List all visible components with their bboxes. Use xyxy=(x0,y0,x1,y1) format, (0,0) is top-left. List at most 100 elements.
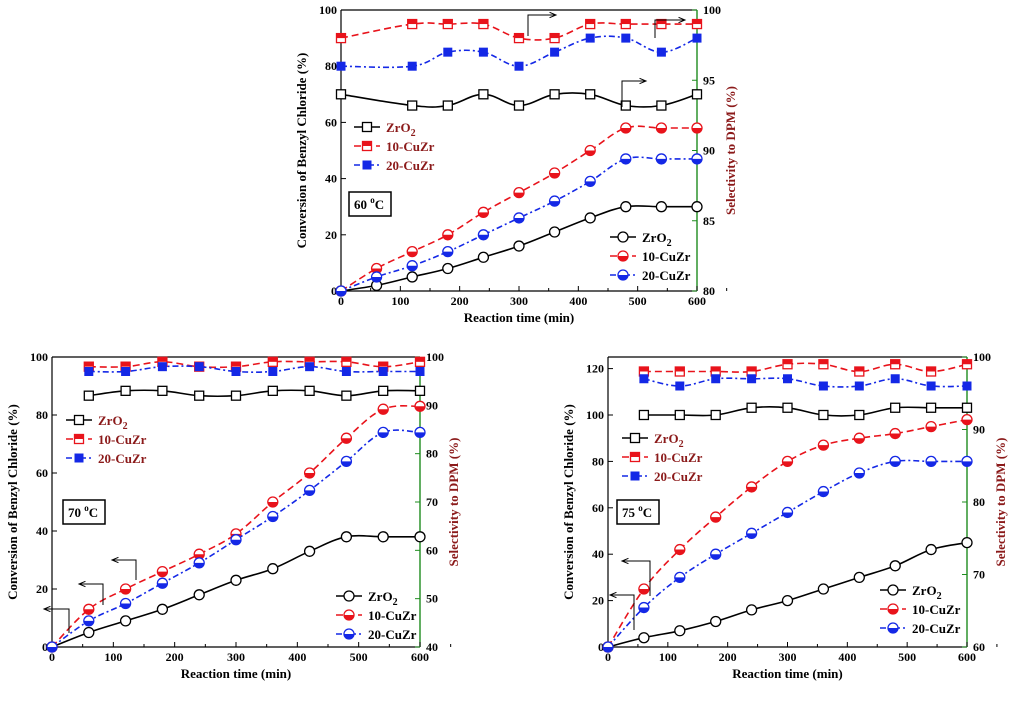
conversion-point xyxy=(691,201,703,213)
conversion-point xyxy=(961,413,973,426)
conversion-point xyxy=(442,229,454,241)
legend-circle-marker-fill xyxy=(888,628,898,633)
conversion-line xyxy=(51,405,421,648)
y2-tick-label: 70 xyxy=(973,568,985,582)
conversion-point xyxy=(303,545,316,557)
legend-square-marker xyxy=(74,453,84,463)
selectivity-point xyxy=(926,381,936,391)
conversion-series-1 xyxy=(46,400,426,653)
y-axis-title: Conversion of Benzyl Chloride (%) xyxy=(5,404,20,600)
conversion-point-fill xyxy=(231,539,241,545)
x-tick-label: 100 xyxy=(391,294,409,308)
selectivity-point xyxy=(157,385,168,396)
selectivity-point xyxy=(378,367,388,376)
conversion-point xyxy=(691,153,703,165)
selectivity-series-1 xyxy=(335,18,703,44)
conversion-point xyxy=(745,604,758,616)
legend-subscript: 2 xyxy=(937,591,942,602)
legend-label: 10-CuZr xyxy=(642,249,691,264)
legend-square-marker xyxy=(361,140,373,152)
legend-label-text: 10-CuZr xyxy=(642,249,691,264)
legend-square-marker-fill xyxy=(630,452,640,457)
conversion-point xyxy=(377,403,389,415)
conversion-point xyxy=(335,285,347,297)
axis-pointer-arrow xyxy=(44,608,70,633)
y-tick-label: 80 xyxy=(592,454,604,468)
selectivity-point xyxy=(83,390,94,401)
conversion-point xyxy=(925,543,937,556)
conversion-point-fill xyxy=(692,128,702,134)
conversion-point xyxy=(83,615,95,627)
y2-tick-label: 70 xyxy=(426,495,438,509)
conversion-point xyxy=(781,455,794,468)
conversion-point-fill xyxy=(378,432,389,438)
legend-circle-marker xyxy=(343,609,355,621)
conversion-line xyxy=(607,459,967,648)
conversion-point-fill xyxy=(620,158,631,164)
legend-circle-marker xyxy=(343,590,355,602)
x-tick-label: 600 xyxy=(958,650,976,664)
temperature-unit: C xyxy=(643,505,652,520)
axis-pointer-arrow xyxy=(527,14,556,36)
x-tick-label: 400 xyxy=(838,650,856,664)
selectivity-point xyxy=(478,47,488,57)
conversion-point xyxy=(193,557,205,569)
selectivity-point xyxy=(890,402,901,413)
y-axis-title: Conversion of Benzyl Chloride (%) xyxy=(294,53,309,249)
selectivity-point xyxy=(692,33,702,43)
conversion-point-fill xyxy=(782,461,793,467)
conversion-point xyxy=(853,571,865,584)
selectivity-point-fill xyxy=(656,19,666,25)
legend-label-text: 10-CuZr xyxy=(98,432,147,447)
x-tick-label: 200 xyxy=(166,650,184,664)
conversion-series-2 xyxy=(46,426,426,653)
x-tick-label: 300 xyxy=(510,294,528,308)
conversion-point xyxy=(156,577,169,589)
selectivity-line xyxy=(88,360,421,369)
selectivity-point xyxy=(747,374,757,384)
conversion-point xyxy=(817,485,830,498)
conversion-point-fill xyxy=(157,583,168,589)
conversion-point xyxy=(620,122,632,134)
conversion-point xyxy=(674,625,686,637)
legend-square-marker xyxy=(629,451,641,463)
conversion-point xyxy=(710,615,722,628)
conversion-point xyxy=(638,583,650,595)
conversion-point-fill xyxy=(442,251,453,257)
conversion-point-fill xyxy=(442,234,453,240)
x-tick-label: 300 xyxy=(227,650,245,664)
conversion-point xyxy=(83,626,95,639)
legend-circle-marker-fill xyxy=(344,634,354,639)
conversion-point-fill xyxy=(926,426,937,432)
selectivity-point xyxy=(818,409,829,421)
selectivity-point xyxy=(925,366,937,377)
conversion-point-fill xyxy=(120,603,131,609)
x-tick-label: 0 xyxy=(49,650,55,664)
conversion-point xyxy=(638,632,650,644)
legend-subscript: 2 xyxy=(411,128,416,139)
legend-label-text: ZrO xyxy=(98,413,123,428)
selectivity-point-fill xyxy=(415,357,425,362)
selectivity-point xyxy=(854,381,864,391)
conversion-point-fill xyxy=(746,533,757,539)
selectivity-point xyxy=(414,356,426,367)
y-tick-label: 100 xyxy=(586,408,604,422)
legend-label-text: 20-CuZr xyxy=(368,627,417,642)
conversion-point xyxy=(267,563,279,575)
selectivity-point-fill xyxy=(478,19,488,25)
y2-tick-label: 100 xyxy=(426,350,444,364)
conversion-point-fill xyxy=(341,438,352,444)
selectivity-point xyxy=(407,100,418,111)
legend-subscript: 2 xyxy=(679,439,684,450)
selectivity-point-fill xyxy=(890,359,900,365)
conversion-point-fill xyxy=(854,438,865,444)
y-tick-label: 60 xyxy=(36,466,48,480)
selectivity-point xyxy=(231,367,241,376)
selectivity-point-fill xyxy=(121,362,131,367)
selectivity-point xyxy=(443,47,453,57)
y2-tick-label: 95 xyxy=(703,73,715,87)
selectivity-point-fill xyxy=(514,33,524,39)
